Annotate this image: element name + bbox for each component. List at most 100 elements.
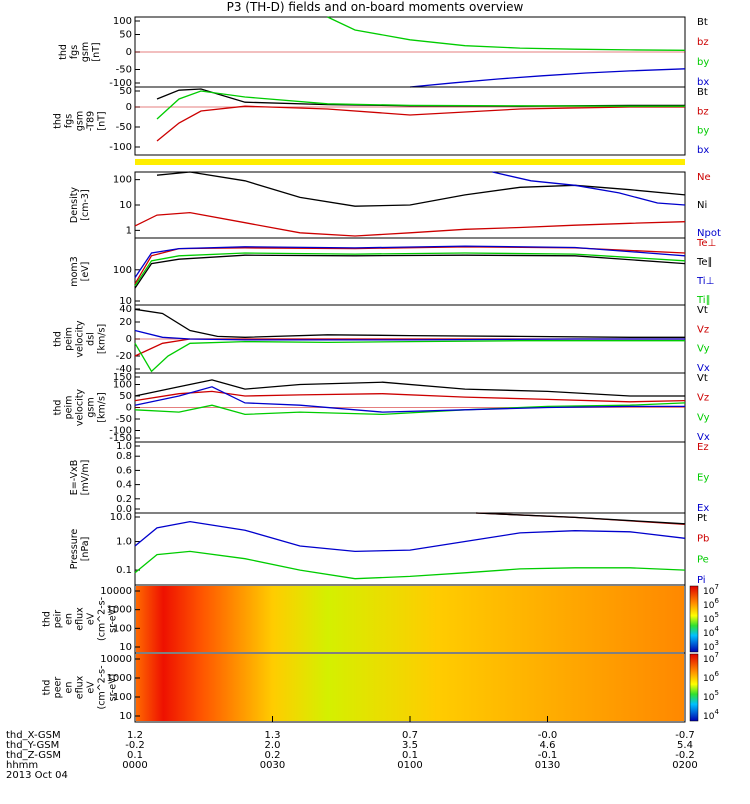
legend-label: Pe (697, 554, 709, 565)
y-axis-label: dsl (86, 332, 97, 346)
y-axis-label: Pressure (69, 529, 80, 570)
colorbar-tick-label: 106 (703, 670, 719, 684)
y-tick-label: -20 (116, 351, 132, 362)
y-axis-label: [cm-3] (80, 189, 91, 220)
legend-label: Ti⊥ (696, 276, 714, 287)
series-line-bx (409, 68, 686, 88)
y-tick-label: 100 (113, 175, 132, 186)
y-axis-label: [eV] (80, 262, 91, 282)
y-tick-label: 50 (119, 391, 132, 402)
y-axis-label: gsm (80, 42, 91, 62)
series-line-Npot (492, 171, 686, 206)
y-axis-label: velocity (75, 389, 86, 427)
y-tick-label: -50 (116, 122, 132, 133)
colorbar-tick-label: 103 (703, 639, 719, 653)
legend-label: Vy (697, 344, 710, 355)
colorbar-tick-label: 107 (703, 651, 719, 665)
legend-label: by (697, 57, 709, 68)
y-axis-label: (cm^2-s- (97, 666, 108, 710)
y-tick-label: 10000 (100, 586, 132, 597)
series-line-Te⊥ (134, 246, 686, 285)
legend-label: Vt (697, 373, 708, 384)
x-tick-label: 0100 (397, 760, 422, 771)
y-axis-label: sr-eV) (108, 605, 119, 633)
y-tick-label: 0.4 (116, 480, 132, 491)
x-tick-label: -0.1 (538, 750, 558, 761)
y-axis-label: en (64, 613, 75, 625)
legend-label: Bt (697, 17, 708, 28)
figure-title: P3 (TH-D) fields and on-board moments ov… (226, 0, 524, 14)
y-tick-label: 10000 (100, 654, 132, 665)
y-tick-label: 10 (119, 642, 132, 653)
series-line-Vx (134, 329, 685, 341)
y-tick-label: 10.0 (110, 512, 132, 523)
panel-2: 100 10 1 Density [cm-3] Ne Ni Npot (69, 171, 721, 239)
x-tick-label: -0.2 (125, 740, 145, 751)
date-label: 2013 Oct 04 (6, 770, 68, 781)
y-tick-label: 0.6 (116, 465, 132, 476)
series-line-Pt (475, 512, 686, 525)
legend-label: Te∥ (696, 257, 713, 268)
spectrogram (136, 654, 684, 721)
y-axis-label: Density (69, 187, 80, 223)
y-tick-label: 0 (126, 403, 132, 414)
y-axis-label: eV (86, 612, 97, 625)
y-axis-label: thd (42, 611, 53, 627)
y-tick-label: 0 (126, 102, 132, 113)
y-axis-label: eflux (75, 675, 86, 699)
y-axis-label: peer (53, 677, 64, 699)
y-axis-label: [nPa] (80, 537, 91, 562)
series-line-Vy (134, 340, 685, 373)
x-tick-label: 0.1 (402, 750, 418, 761)
panel-9: 107 106 105 104 10000 1000 100 10 thd peer en eflux… (42, 651, 719, 723)
y-tick-label: 1.0 (116, 537, 132, 548)
series-line-Ni (156, 171, 686, 207)
spectrogram (136, 586, 684, 652)
y-axis-label: fgs (64, 114, 75, 128)
y-axis-label: peim (64, 327, 75, 351)
y-tick-label: 0.8 (116, 451, 132, 462)
legend-label: Vx (697, 432, 710, 443)
legend-label: Ez (697, 442, 709, 453)
legend-label: Ex (697, 503, 709, 514)
x-tick-label: 3.5 (402, 740, 418, 751)
legend-label: Vz (697, 393, 709, 404)
x-tick-label: 0.2 (265, 750, 281, 761)
series-line-Pe (134, 550, 686, 580)
panel-4: 40 20 0 -20 -40 thd peim velocity dsl [km/s] Vt Vz V… (53, 304, 710, 375)
y-axis-label: en (64, 682, 75, 694)
y-axis-label: fgs (69, 45, 80, 59)
series-line-Ti⊥ (134, 245, 686, 278)
y-axis-label: [km/s] (97, 324, 108, 354)
x-row-label: thd_Y-GSM (6, 740, 59, 751)
legend-label: Bt (697, 87, 708, 98)
x-tick-label: 1.3 (265, 730, 281, 741)
y-axis-label: -T89 (86, 111, 97, 131)
legend-label: Vt (697, 305, 708, 316)
y-tick-label: 0 (126, 334, 132, 345)
x-tick-label: 0.1 (127, 750, 143, 761)
y-tick-label: 0.1 (116, 565, 132, 576)
panel-frame (134, 86, 686, 156)
x-tick-label: 0030 (260, 760, 285, 771)
y-tick-label: -150 (109, 433, 132, 444)
x-row-label: thd_X-GSM (6, 730, 61, 741)
y-tick-label: 100 (113, 265, 132, 276)
y-tick-label: 40 (119, 304, 132, 315)
series-line-Vy (134, 402, 686, 416)
y-axis-label: thd (53, 331, 64, 347)
y-tick-label: 20 (119, 317, 132, 328)
legend-label: Ti∥ (696, 295, 711, 306)
y-tick-label: 1000 (107, 673, 132, 684)
y-axis-label: sr-eV) (108, 674, 119, 702)
y-axis-label: peir (53, 610, 64, 629)
x-tick-label: 0130 (535, 760, 560, 771)
series-line-Vz (134, 390, 686, 403)
flag-bar (135, 159, 685, 165)
legend-label: bz (697, 37, 709, 48)
colorbar (689, 653, 699, 722)
panel-6: 1.00.8 0.6 0.4 0.20.0 E=-VxB [mV/m] Ez Ey Ex (69, 441, 709, 515)
x-tick-label: 2.0 (265, 740, 281, 751)
